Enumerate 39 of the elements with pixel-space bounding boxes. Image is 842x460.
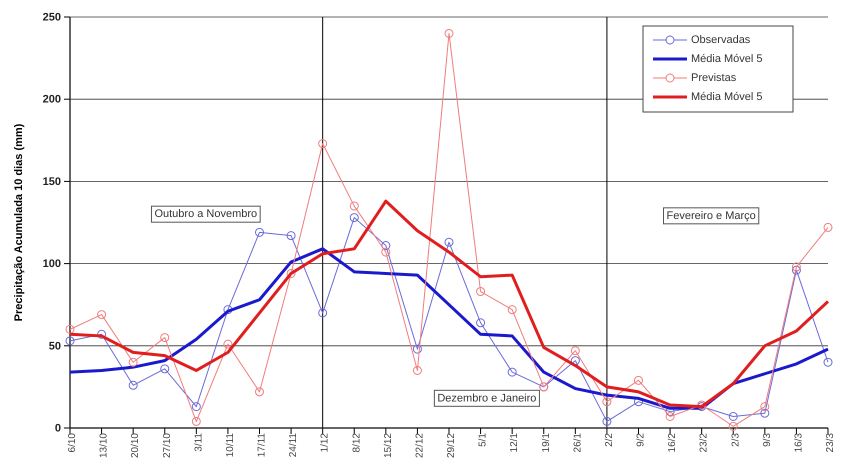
x-tick-label: 24/11 [288, 432, 300, 458]
x-tick-label: 1/12 [320, 432, 331, 452]
x-tick-label: 22/12 [414, 432, 426, 458]
y-tick-label: 200 [42, 94, 61, 106]
x-tick-label: 17/11 [256, 432, 268, 458]
x-tick-label: 6/10 [67, 432, 78, 452]
legend-label: Média Móvel 5 [691, 90, 763, 103]
x-tick-label: 12/1 [509, 432, 520, 452]
x-tick-label: 23/3 [825, 432, 836, 452]
x-tick-label: 15/12 [382, 432, 394, 458]
x-tick-label: 13/10 [98, 432, 110, 458]
x-tick-label: 8/12 [351, 432, 362, 452]
legend-label: Observadas [691, 34, 751, 46]
annotation: Fevereiro e Março [666, 210, 756, 222]
x-tick-label: 2/3 [730, 432, 742, 447]
x-tick-label: 27/10 [162, 432, 173, 458]
x-tick-label: 9/3 [762, 432, 773, 447]
x-tick-label: 26/1 [572, 432, 584, 452]
legend-label: Média Móvel 5 [691, 52, 763, 65]
y-tick-label: 50 [48, 340, 61, 352]
legend-label: Previstas [691, 72, 737, 84]
x-tick-label: 5/1 [478, 432, 489, 447]
y-axis-title: Precipitação Acumulada 10 dias (mm) [13, 123, 25, 322]
y-tick-label: 250 [42, 12, 61, 24]
y-tick-label: 0 [54, 422, 61, 435]
y-tick-label: 150 [42, 176, 61, 188]
x-tick-label: 3/11 [193, 432, 204, 452]
x-tick-label: 19/1 [540, 432, 552, 452]
x-tick-label: 16/3 [793, 432, 804, 452]
annotation: Dezembro e Janeiro [437, 392, 536, 404]
x-tick-label: 29/12 [446, 432, 457, 458]
x-tick-label: 23/2 [698, 432, 710, 452]
x-tick-label: 20/10 [130, 432, 142, 458]
x-tick-label: 10/11 [224, 432, 236, 458]
x-tick-label: 9/2 [636, 432, 646, 447]
y-tick-label: 100 [42, 258, 61, 270]
x-tick-label: 16/2 [667, 432, 678, 452]
x-tick-label: 2/2 [604, 432, 615, 447]
annotation: Outubro a Novembro [154, 208, 258, 220]
